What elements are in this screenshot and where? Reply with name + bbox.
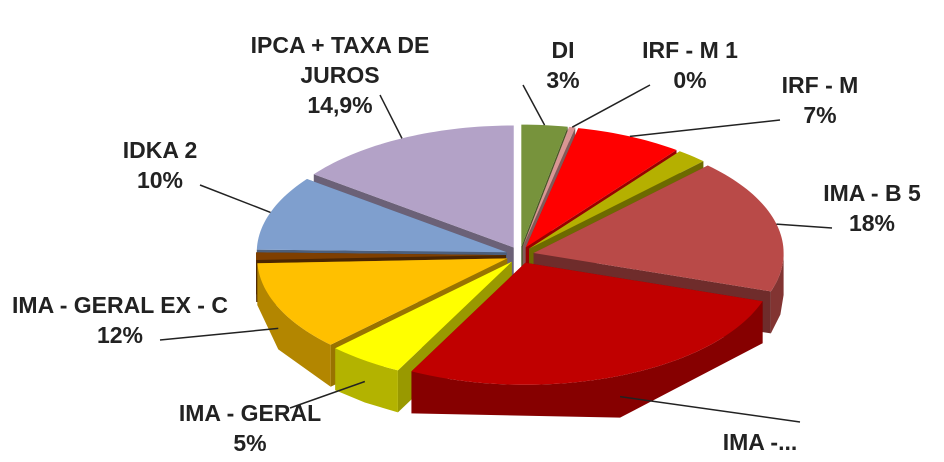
value-label: 5% [233, 430, 267, 456]
slice-top [521, 124, 568, 247]
slice-top [256, 252, 507, 261]
slice [411, 262, 763, 418]
slice-top [256, 179, 507, 253]
value-label: 3% [546, 67, 580, 93]
leader-line [199, 184, 271, 214]
slice-label: IRF - M 7% [782, 70, 859, 130]
leader-line [159, 327, 279, 341]
slice-top [257, 258, 508, 345]
slice-side [257, 263, 331, 387]
leader-line [776, 223, 833, 229]
value-label: 0% [673, 67, 707, 93]
category-name: IPCA + TAXA DE JUROS [250, 32, 430, 88]
leader-line [619, 395, 801, 423]
slice-label: IMA - B 5 18% [823, 178, 921, 238]
slice-side [411, 301, 763, 418]
slice-top [533, 165, 784, 292]
slice-label: IMA -... [723, 427, 798, 457]
value-label: 14,9% [307, 92, 373, 118]
category-name: IMA -... [722, 429, 798, 455]
slice-top [335, 261, 512, 371]
category-name: IRF - M [781, 72, 859, 98]
category-name: IMA - B 5 [823, 180, 921, 206]
slice-label: IDKA 2 10% [123, 135, 198, 195]
slice-top [313, 125, 514, 248]
slice-top [411, 262, 763, 385]
leader-line [379, 94, 403, 139]
leader-line [522, 84, 546, 126]
slice-label: IRF - M 1 0% [642, 35, 738, 95]
leader-line [629, 119, 781, 138]
slice-label: DI 3% [546, 35, 579, 95]
value-label: 18% [848, 210, 896, 236]
category-name: DI [551, 37, 575, 63]
slice-label: IMA - GERAL 5% [179, 398, 321, 458]
category-name: IDKA 2 [122, 137, 198, 163]
leader-line [289, 380, 366, 409]
slice-top [522, 126, 576, 247]
slice-top [529, 151, 704, 249]
slice-side [335, 348, 398, 413]
value-label: 7% [803, 102, 837, 128]
leader-line [571, 84, 651, 128]
category-name: IRF - M 1 [642, 37, 738, 63]
category-name: IMA - GERAL EX - C [12, 292, 228, 318]
slice-label: IMA - GERAL EX - C 12% [5, 290, 235, 350]
slice-label: IPCA + TAXA DE JUROS 14,9% [220, 30, 460, 120]
value-label: 10% [136, 167, 184, 193]
slice-top [525, 128, 677, 248]
category-name: IMA - GERAL [178, 400, 322, 426]
value-label: 12% [96, 322, 144, 348]
slice-side [770, 253, 784, 334]
